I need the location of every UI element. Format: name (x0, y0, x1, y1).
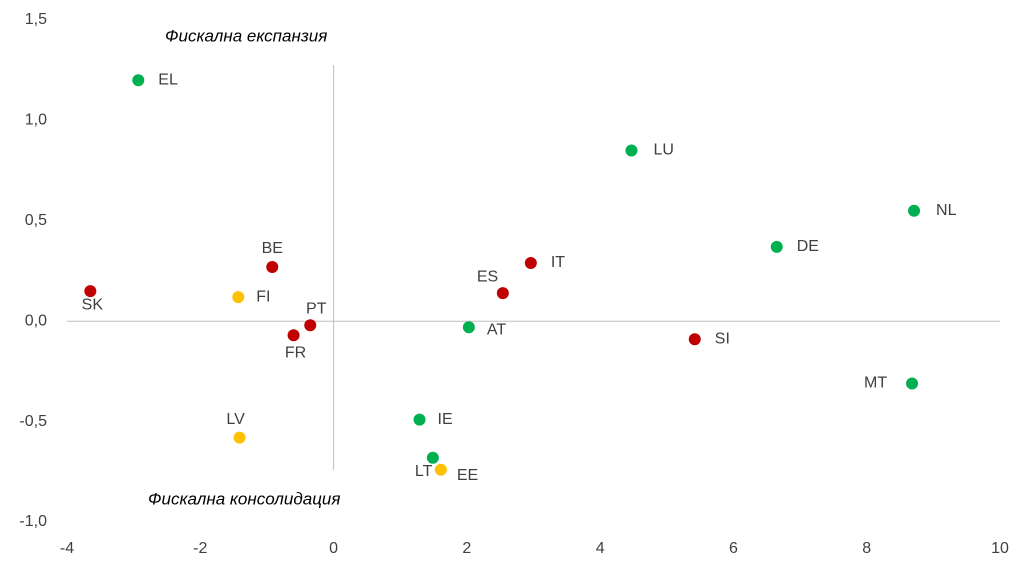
point (232, 291, 245, 304)
point-label: IE (438, 411, 453, 428)
x-tick-label: 10 (991, 540, 1009, 557)
point-label: ES (477, 268, 498, 285)
point-label: FR (285, 344, 306, 361)
point (524, 256, 537, 269)
annotation: Фискална консолидация (148, 489, 340, 508)
point (132, 74, 145, 87)
point (688, 333, 701, 346)
point (84, 285, 97, 298)
annotation: Фискална експанзия (165, 26, 327, 45)
point (413, 413, 426, 426)
x-tick-label: -4 (60, 540, 74, 557)
point-label: SK (82, 296, 104, 313)
point (908, 204, 921, 217)
point (434, 463, 447, 476)
point (625, 144, 638, 157)
point (462, 321, 475, 334)
point-label: SI (715, 330, 730, 347)
y-tick-label: -0,5 (19, 413, 47, 430)
x-tick-label: -2 (193, 540, 207, 557)
point (496, 287, 509, 300)
point-label: FI (256, 288, 270, 305)
point-label: NL (936, 202, 957, 219)
point-label: IT (551, 254, 565, 271)
x-tick-label: 0 (329, 540, 338, 557)
point-label: AT (487, 321, 506, 338)
point-label: PT (306, 300, 327, 317)
point-label: LT (415, 463, 433, 480)
point-label: LV (226, 411, 245, 428)
point-label: LU (653, 142, 673, 159)
point (304, 319, 317, 332)
point-label: BE (262, 240, 283, 257)
y-tick-label: 0,5 (25, 212, 47, 229)
y-tick-label: -1,0 (19, 513, 47, 530)
x-tick-label: 8 (862, 540, 871, 557)
point-label: MT (864, 375, 887, 392)
point (906, 377, 919, 390)
y-tick-label: 0,0 (25, 312, 47, 329)
point-label: DE (797, 238, 819, 255)
point (426, 451, 439, 464)
y-tick-label: 1,0 (25, 112, 47, 129)
point (770, 240, 783, 253)
point (233, 431, 246, 444)
x-tick-label: 2 (462, 540, 471, 557)
point (266, 260, 279, 273)
x-tick-label: 6 (729, 540, 738, 557)
point-label: EL (158, 71, 178, 88)
point-label: EE (457, 467, 478, 484)
x-tick-label: 4 (596, 540, 605, 557)
point (287, 329, 300, 342)
y-tick-label: 1,5 (25, 11, 47, 28)
